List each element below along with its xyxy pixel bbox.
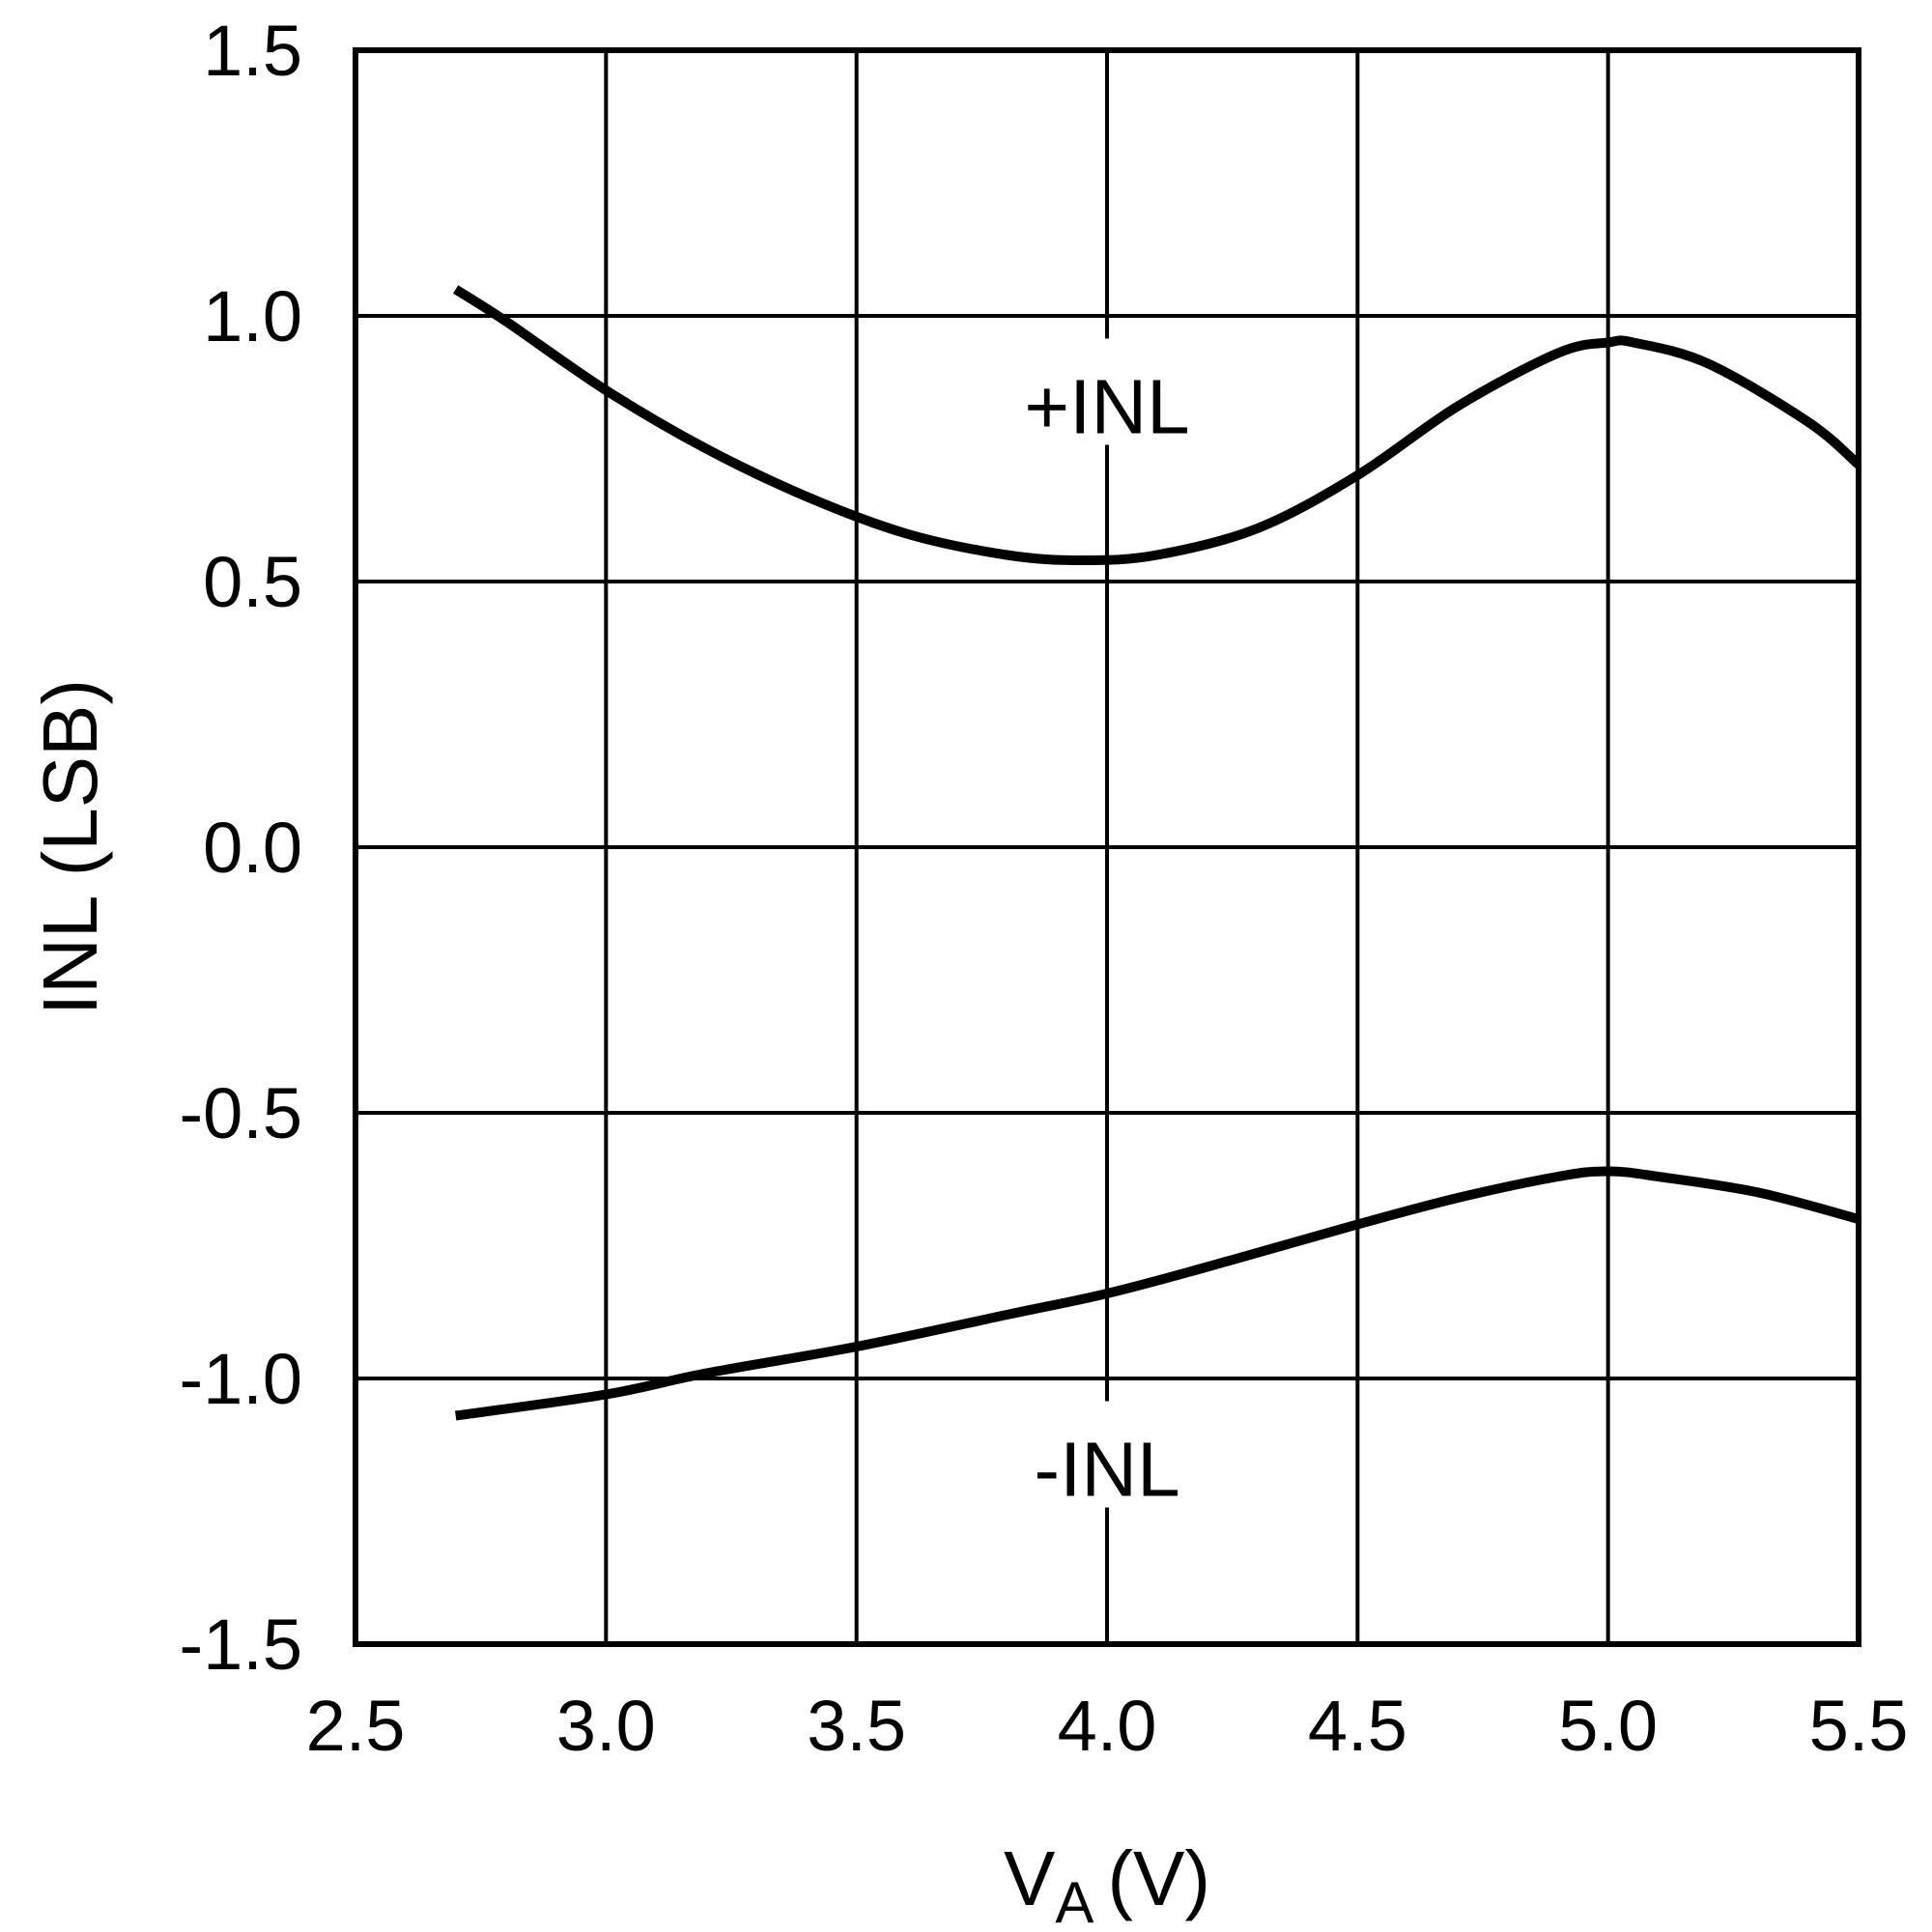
y-tick-label: -1.5 bbox=[179, 1605, 302, 1685]
y-tick-label: 0.5 bbox=[203, 542, 302, 622]
series-label-mask bbox=[1006, 1401, 1208, 1508]
y-tick-labels: 1.5 1.0 0.5 0.0 -0.5 -1.0 -1.5 bbox=[179, 11, 302, 1685]
series-line-plus-inl bbox=[453, 285, 1862, 565]
y-tick-label: 0.0 bbox=[203, 808, 302, 888]
x-axis-label: VA (V) bbox=[1004, 1835, 1210, 1932]
series-label: +INL bbox=[1024, 364, 1189, 450]
series-line-minus-inl bbox=[454, 1166, 1861, 1421]
x-axis-label-main: V bbox=[1004, 1835, 1056, 1921]
x-tick-labels: 2.5 3.0 3.5 4.0 4.5 5.0 5.5 bbox=[306, 1686, 1909, 1766]
x-tick-label: 4.0 bbox=[1058, 1686, 1157, 1766]
y-tick-label: -1.0 bbox=[179, 1339, 302, 1419]
y-axis-label: INL (LSB) bbox=[27, 679, 113, 1015]
y-tick-label: -0.5 bbox=[179, 1073, 302, 1153]
x-axis-label-subscript: A bbox=[1055, 1870, 1094, 1932]
plot-frame bbox=[353, 47, 1861, 1647]
series-labels: +INL -INL bbox=[1024, 364, 1189, 1513]
x-tick-label: 4.5 bbox=[1308, 1686, 1407, 1766]
series-label: -INL bbox=[1034, 1427, 1179, 1513]
y-tick-label: 1.5 bbox=[203, 11, 302, 91]
x-tick-label: 2.5 bbox=[306, 1686, 406, 1766]
series-label-mask bbox=[1006, 338, 1208, 445]
x-tick-label: 3.5 bbox=[807, 1686, 906, 1766]
x-axis-label-unit: (V) bbox=[1107, 1835, 1210, 1921]
y-tick-label: 1.0 bbox=[203, 276, 302, 356]
x-tick-label: 5.5 bbox=[1809, 1686, 1909, 1766]
series-lines bbox=[453, 285, 1862, 1421]
x-tick-label: 3.0 bbox=[556, 1686, 656, 1766]
series-label-masks bbox=[1006, 338, 1208, 1508]
x-tick-label: 5.0 bbox=[1558, 1686, 1658, 1766]
